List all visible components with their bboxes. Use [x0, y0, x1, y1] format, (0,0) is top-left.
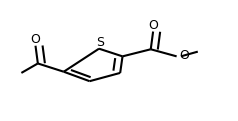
Text: O: O [179, 49, 189, 62]
Text: S: S [96, 36, 104, 49]
Text: O: O [30, 33, 40, 46]
Text: O: O [148, 19, 158, 32]
